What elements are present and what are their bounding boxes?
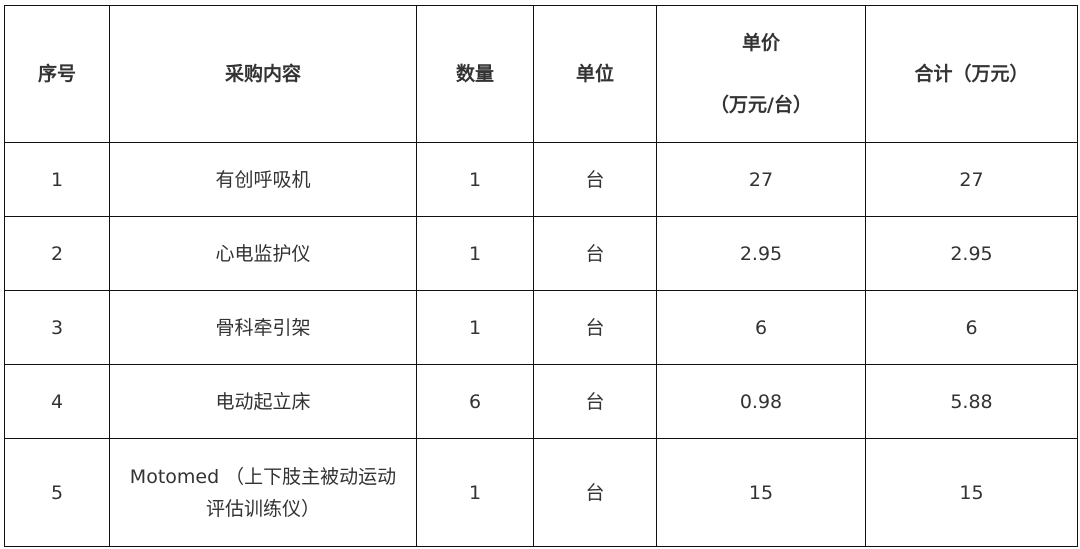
cell-unit-price: 0.98 <box>656 364 866 439</box>
cell-index: 2 <box>4 216 110 291</box>
table-row: 3 骨科牵引架 1 台 6 6 <box>4 290 1078 365</box>
table-row: 4 电动起立床 6 台 0.98 5.88 <box>4 364 1078 439</box>
cell-item: Motomed （上下肢主被动运动评估训练仪） <box>109 438 417 547</box>
cell-unit: 台 <box>533 216 657 291</box>
cell-index: 4 <box>4 364 110 439</box>
cell-unit: 台 <box>533 438 657 547</box>
header-unit-price-label: 单价 <box>741 32 780 54</box>
cell-item: 心电监护仪 <box>109 216 417 291</box>
cell-unit-price: 15 <box>656 438 866 547</box>
table-header-row: 序号 采购内容 数量 单位 单价 （万元/台） 合计（万元） <box>4 5 1078 143</box>
cell-unit-price: 27 <box>656 142 866 217</box>
header-unit: 单位 <box>533 5 657 143</box>
header-unit-price-sub: （万元/台） <box>710 94 812 116</box>
header-item: 采购内容 <box>109 5 417 143</box>
cell-total: 27 <box>865 142 1078 217</box>
cell-quantity: 1 <box>416 438 534 547</box>
table-row: 1 有创呼吸机 1 台 27 27 <box>4 142 1078 217</box>
cell-quantity: 1 <box>416 290 534 365</box>
cell-unit-price: 2.95 <box>656 216 866 291</box>
cell-unit: 台 <box>533 364 657 439</box>
cell-unit: 台 <box>533 290 657 365</box>
header-total: 合计（万元） <box>865 5 1078 143</box>
table-row: 2 心电监护仪 1 台 2.95 2.95 <box>4 216 1078 291</box>
header-index: 序号 <box>4 5 110 143</box>
cell-item: 有创呼吸机 <box>109 142 417 217</box>
cell-total: 15 <box>865 438 1078 547</box>
table-row: 5 Motomed （上下肢主被动运动评估训练仪） 1 台 15 15 <box>4 438 1078 547</box>
cell-total: 2.95 <box>865 216 1078 291</box>
cell-quantity: 1 <box>416 216 534 291</box>
cell-total: 5.88 <box>865 364 1078 439</box>
cell-quantity: 6 <box>416 364 534 439</box>
cell-index: 3 <box>4 290 110 365</box>
cell-item: 骨科牵引架 <box>109 290 417 365</box>
cell-total: 6 <box>865 290 1078 365</box>
cell-item: 电动起立床 <box>109 364 417 439</box>
cell-index: 1 <box>4 142 110 217</box>
header-quantity: 数量 <box>416 5 534 143</box>
cell-quantity: 1 <box>416 142 534 217</box>
cell-unit: 台 <box>533 142 657 217</box>
cell-unit-price: 6 <box>656 290 866 365</box>
cell-index: 5 <box>4 438 110 547</box>
procurement-table: 序号 采购内容 数量 单位 单价 （万元/台） 合计（万元） 1 有创呼吸机 1… <box>4 5 1078 547</box>
header-unit-price: 单价 （万元/台） <box>656 5 866 143</box>
